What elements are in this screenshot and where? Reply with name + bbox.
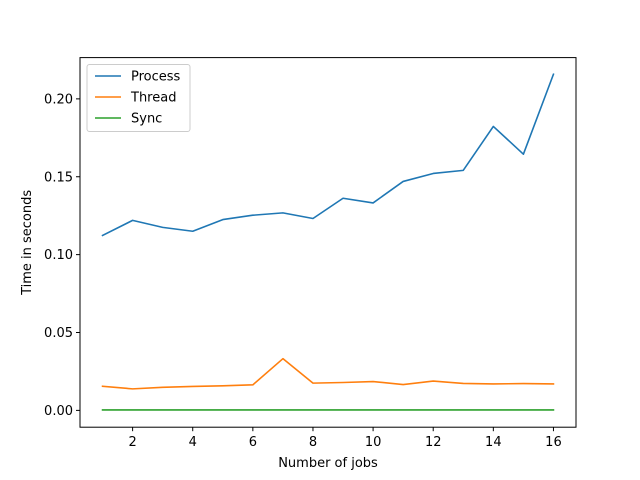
y-axis: 0.00 0.05 0.10 0.15 0.20 bbox=[44, 92, 80, 419]
legend-label-sync: Sync bbox=[131, 112, 162, 127]
legend-label-process: Process bbox=[131, 70, 181, 85]
legend: Process Thread Sync bbox=[86, 64, 191, 132]
legend-label-thread: Thread bbox=[130, 91, 176, 106]
y-axis-label: Time in seconds bbox=[20, 190, 35, 296]
y-tick-label: 0.05 bbox=[44, 326, 73, 341]
x-axis: 2 4 6 8 10 12 14 16 bbox=[128, 427, 562, 450]
y-tick-label: 0.20 bbox=[44, 92, 73, 107]
x-tick-label: 6 bbox=[249, 435, 257, 450]
y-tick-label: 0.00 bbox=[44, 404, 73, 419]
x-tick-label: 10 bbox=[365, 435, 382, 450]
plot-frame bbox=[79, 57, 577, 428]
series-line-thread bbox=[101, 357, 555, 390]
x-tick-label: 2 bbox=[128, 435, 136, 450]
x-tick-label: 14 bbox=[485, 435, 502, 450]
series-line-process bbox=[101, 73, 555, 237]
y-tick-label: 0.15 bbox=[44, 170, 73, 185]
x-axis-label: Number of jobs bbox=[278, 456, 378, 471]
series-layer bbox=[101, 73, 555, 411]
y-tick-label: 0.10 bbox=[44, 248, 73, 263]
x-tick-label: 16 bbox=[545, 435, 562, 450]
x-tick-label: 12 bbox=[425, 435, 442, 450]
legend-box bbox=[86, 64, 191, 132]
x-tick-label: 4 bbox=[189, 435, 197, 450]
x-tick-label: 8 bbox=[309, 435, 317, 450]
